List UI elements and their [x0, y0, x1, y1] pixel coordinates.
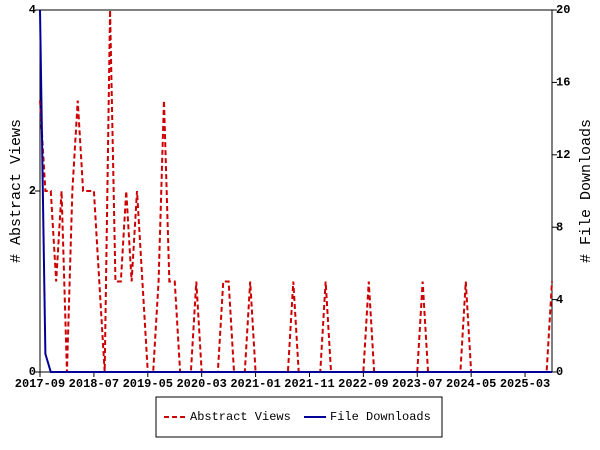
legend-label: File Downloads [330, 410, 431, 424]
x-tick-label: 2021-11 [284, 377, 334, 391]
y2-tick-label: 4 [556, 293, 563, 307]
y2-tick-label: 20 [556, 3, 570, 17]
x-tick-label: 2018-07 [69, 377, 119, 391]
y2-axis-title: # File Downloads [578, 119, 595, 263]
x-tick-label: 2024-05 [446, 377, 496, 391]
plot-frame [39, 9, 553, 373]
legend-box [155, 396, 443, 438]
series-line [39, 9, 552, 373]
y-tick-label: 2 [29, 184, 36, 198]
series-line [39, 9, 553, 373]
y-tick-label: 4 [29, 3, 36, 17]
x-tick-label: 2022-09 [338, 377, 388, 391]
y-axis-title: # Abstract Views [8, 119, 25, 263]
x-tick-label: 2023-07 [392, 377, 442, 391]
y-tick-label: 0 [29, 365, 36, 379]
x-tick-label: 2019-05 [123, 377, 173, 391]
legend-label: Abstract Views [190, 410, 291, 424]
x-tick-label: 2017-09 [15, 377, 65, 391]
x-tick-label: 2025-03 [500, 377, 550, 391]
y2-tick-label: 0 [556, 365, 563, 379]
y2-tick-label: 16 [556, 76, 570, 90]
x-tick-label: 2021-01 [230, 377, 280, 391]
y2-tick-label: 12 [556, 148, 570, 162]
x-tick-label: 2020-03 [176, 377, 226, 391]
y2-tick-label: 8 [556, 220, 563, 234]
